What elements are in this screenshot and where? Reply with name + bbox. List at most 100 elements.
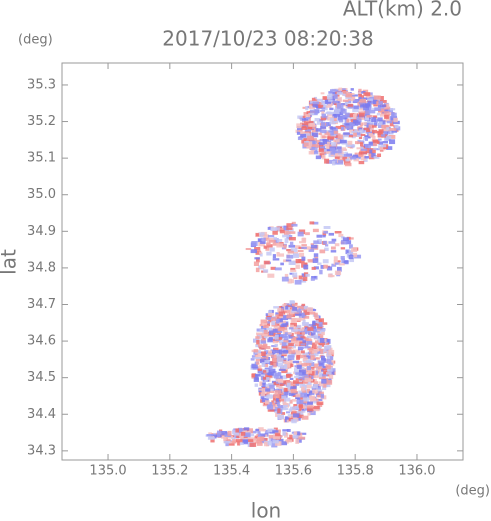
velocity-cell — [344, 160, 351, 165]
velocity-cell — [333, 101, 337, 106]
velocity-cell — [267, 428, 273, 433]
velocity-cell — [240, 432, 246, 436]
velocity-cell — [284, 433, 289, 438]
velocity-cell — [321, 322, 328, 325]
velocity-cell — [307, 379, 314, 382]
velocity-cell — [319, 269, 323, 275]
velocity-cell — [268, 365, 273, 370]
velocity-cell — [256, 442, 263, 446]
velocity-cell — [265, 388, 271, 392]
velocity-cell — [281, 276, 289, 282]
velocity-cell — [372, 115, 377, 119]
velocity-cell — [283, 338, 289, 343]
velocity-cell — [334, 107, 342, 112]
velocity-cell — [333, 94, 338, 99]
velocity-cell — [324, 247, 329, 252]
velocity-cell — [253, 261, 260, 267]
velocity-cell — [286, 411, 290, 414]
velocity-cell — [328, 91, 333, 95]
velocity-cell — [288, 343, 294, 347]
velocity-cell — [254, 435, 259, 438]
velocity-cell — [352, 253, 358, 258]
velocity-cell — [279, 253, 285, 257]
velocity-cell — [347, 104, 354, 107]
velocity-cell — [294, 331, 300, 335]
velocity-cell — [344, 151, 349, 157]
velocity-cell — [271, 320, 276, 326]
velocity-cell — [301, 246, 307, 249]
velocity-cell — [286, 382, 291, 388]
velocity-cell — [311, 112, 318, 116]
velocity-cell — [268, 368, 276, 373]
y-tick-label: 34.8 — [27, 260, 56, 275]
velocity-cell — [257, 344, 263, 348]
velocity-cell — [278, 378, 284, 383]
velocity-cell — [258, 365, 262, 369]
velocity-cell — [260, 340, 267, 344]
velocity-cell — [313, 334, 319, 339]
velocity-cell — [322, 383, 327, 388]
velocity-cell — [330, 130, 334, 136]
velocity-cell — [267, 312, 274, 316]
velocity-cell — [373, 103, 378, 107]
velocity-cell — [291, 392, 298, 396]
velocity-cell — [273, 427, 278, 431]
velocity-cell — [207, 436, 215, 440]
velocity-cell — [321, 366, 328, 371]
velocity-cell — [299, 317, 306, 321]
velocity-cell — [308, 362, 315, 367]
velocity-cell — [323, 240, 327, 245]
velocity-cell — [297, 364, 302, 369]
velocity-cell — [270, 349, 276, 355]
velocity-cell — [267, 441, 273, 446]
velocity-cell — [279, 325, 285, 330]
velocity-cell — [368, 124, 374, 129]
velocity-cell — [271, 374, 276, 378]
velocity-cell — [304, 377, 311, 382]
velocity-cell — [316, 357, 320, 360]
velocity-cell — [266, 317, 272, 321]
velocity-cell — [373, 95, 381, 100]
velocity-cell — [310, 132, 314, 138]
velocity-cell — [273, 362, 277, 368]
velocity-cell — [271, 406, 276, 412]
velocity-cell — [330, 250, 337, 253]
velocity-cell — [228, 441, 235, 446]
velocity-cell — [291, 340, 296, 344]
velocity-cell — [309, 114, 313, 118]
velocity-cell — [296, 123, 303, 129]
velocity-cell — [306, 388, 311, 392]
velocity-cell — [303, 315, 310, 319]
velocity-cell — [302, 276, 308, 282]
velocity-cell — [326, 356, 331, 359]
velocity-cell — [262, 429, 266, 432]
velocity-cell — [301, 139, 307, 144]
velocity-cell — [290, 269, 297, 272]
velocity-cell — [277, 408, 281, 414]
velocity-cell — [289, 377, 294, 381]
velocity-cell — [343, 154, 351, 157]
velocity-cell — [277, 414, 284, 420]
velocity-cell — [297, 249, 304, 253]
velocity-cell — [370, 128, 374, 132]
velocity-cell — [360, 142, 364, 147]
velocity-cell — [307, 307, 314, 312]
velocity-cell — [319, 391, 324, 395]
x-tick-label: 135.0 — [89, 464, 126, 479]
velocity-cell — [323, 341, 328, 344]
velocity-cell — [347, 113, 355, 118]
velocity-cell — [232, 439, 237, 444]
velocity-cell — [290, 279, 294, 284]
velocity-cell — [340, 247, 346, 250]
velocity-cell — [290, 248, 298, 253]
velocity-cell — [263, 325, 269, 329]
velocity-cell — [276, 252, 280, 257]
velocity-cell — [312, 221, 319, 225]
velocity-cell — [378, 138, 382, 141]
velocity-cell — [258, 352, 264, 357]
velocity-cell — [273, 347, 279, 351]
velocity-cell — [270, 361, 275, 366]
velocity-cell — [384, 114, 389, 119]
velocity-cell — [341, 148, 348, 151]
velocity-cell — [333, 117, 337, 122]
